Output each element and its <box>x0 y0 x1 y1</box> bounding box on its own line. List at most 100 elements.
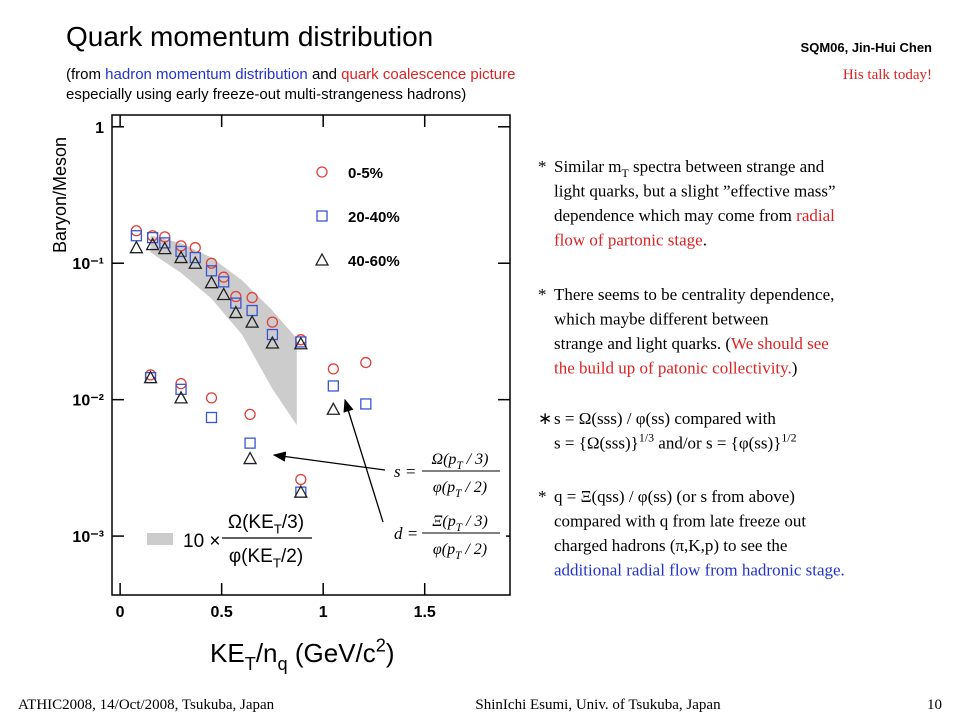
text-run: compared with q from late freeze out <box>554 512 806 531</box>
bullet-marker: * <box>538 157 547 176</box>
legend-label: 0-5% <box>348 165 383 182</box>
marker <box>266 316 279 328</box>
text-content: (from hadron momentum distribution and q… <box>66 66 845 580</box>
text-run: T <box>455 488 462 500</box>
text-run: q <box>278 654 288 674</box>
text-run: dependence which may come from <box>554 206 796 225</box>
text-run: /2) <box>281 546 303 567</box>
x-tick-label: 1.5 <box>414 604 436 621</box>
fraction-numerator: Ω(pT / 3) <box>432 451 489 472</box>
text-run: ) <box>792 359 798 378</box>
bullet-line: q = Ξ(qss) / φ(ss) (or s from above) <box>554 487 795 506</box>
text-run: /n <box>256 638 278 668</box>
arrow <box>272 451 386 471</box>
y-tick-label: 10⁻² <box>72 393 104 410</box>
marker <box>245 314 260 328</box>
subtitle: especially using early freeze-out multi-… <box>66 86 466 103</box>
band <box>150 235 297 426</box>
text-run: Ω(p <box>432 451 457 468</box>
marker <box>316 166 328 178</box>
text-run: T <box>245 654 256 674</box>
text-run: There seems to be centrality dependence, <box>554 285 834 304</box>
text-run: additional radial flow from hadronic sta… <box>554 561 845 580</box>
marker <box>188 255 203 269</box>
fraction-denominator: φ(pT / 2) <box>433 479 487 500</box>
text-run: KE <box>210 638 245 668</box>
y-tick-label: 10⁻¹ <box>72 256 104 273</box>
arrow <box>343 398 384 523</box>
marker <box>216 287 231 301</box>
legend-label: 40-60% <box>348 253 400 270</box>
marker <box>189 251 201 264</box>
text-run: which maybe different between <box>554 310 769 329</box>
legend-label: 20-40% <box>348 209 400 226</box>
chart: 10⁻³ 10⁻² 10⁻¹ 1 0 0.5 1 1.5 Baryon/Meson KET/nq … <box>50 114 511 674</box>
marker <box>326 401 341 415</box>
footer-left: ATHIC2008, 14/Oct/2008, Tsukuba, Japan <box>18 697 275 713</box>
text-run: Ω(KE <box>228 512 274 533</box>
text-run: strange and light quarks. ( <box>554 334 731 353</box>
text-run: T <box>622 166 630 180</box>
text-run: / 3) <box>462 513 488 530</box>
text-run: φ(KE <box>229 546 273 567</box>
note: His talk today! <box>843 67 932 83</box>
marker <box>145 237 160 251</box>
text-run: Ξ(p <box>432 513 456 530</box>
bullet-line: the build up of patonic collectivity.) <box>554 359 797 378</box>
text-run: s = {Ω(sss)} <box>554 434 639 453</box>
text-run: (GeV/c <box>288 638 376 668</box>
bullet-line: strange and light quarks. (We should see <box>554 334 829 353</box>
marker <box>327 363 339 375</box>
marker <box>146 231 159 244</box>
marker <box>293 484 308 498</box>
bullet-line: s = Ω(sss) / φ(ss) compared with <box>554 409 776 428</box>
marker <box>293 336 308 350</box>
fraction-denominator: φ(KET/2) <box>229 546 303 571</box>
marker <box>360 356 372 369</box>
footer-center: ShinIchi Esumi, Univ. of Tsukuba, Japan <box>475 697 721 713</box>
text-run: 2 <box>376 636 386 656</box>
text-run: s = Ω(sss) / φ(ss) compared with <box>554 409 776 428</box>
text-run: charged hadrons (π,K,p) to see the <box>554 536 787 555</box>
x-tick-label: 0 <box>116 604 125 621</box>
bullet-line: dependence which may come from radial <box>554 206 835 225</box>
text-run: and <box>308 66 341 83</box>
reference: SQM06, Jin-Hui Chen <box>801 40 933 55</box>
fraction-numerator: Ξ(pT / 3) <box>432 513 488 534</box>
text-run: . <box>703 231 707 250</box>
text-run: T <box>456 522 463 534</box>
x-tick-label: 1 <box>319 604 328 621</box>
text-run: T <box>455 550 462 562</box>
text-run: T <box>273 556 281 571</box>
marker <box>173 390 189 404</box>
marker <box>266 328 279 341</box>
text-run: T <box>456 460 463 472</box>
text-run: / 3) <box>463 451 489 468</box>
bullet-line: compared with q from late freeze out <box>554 512 806 531</box>
text-run: /3) <box>282 512 304 533</box>
text-run: spectra between strange and <box>629 157 825 176</box>
text-run: / 2) <box>461 479 487 496</box>
marker <box>244 437 256 449</box>
text-run: radial <box>796 206 835 225</box>
bullet-line: additional radial flow from hadronic sta… <box>554 561 845 580</box>
marker <box>175 383 187 395</box>
y-axis-label: Baryon/Meson <box>50 137 70 253</box>
plot-frame <box>111 114 511 596</box>
marker <box>244 408 256 421</box>
y-tick-label: 10⁻³ <box>72 529 104 546</box>
x-tick-label: 0.5 <box>211 604 233 621</box>
bullet-marker: ∗ <box>538 409 552 428</box>
formula-lhs: s = <box>394 462 416 481</box>
bullet-line: There seems to be centrality dependence, <box>554 285 834 304</box>
text-run: Similar m <box>554 157 622 176</box>
fraction-numerator: Ω(KET/3) <box>228 512 304 537</box>
marker <box>230 297 242 309</box>
formula-lhs: d = <box>394 524 418 543</box>
text-run: 1/2 <box>781 431 796 445</box>
text-run: 1/3 <box>639 431 654 445</box>
marker <box>205 392 218 404</box>
text-run: quark coalescence picture <box>341 66 515 83</box>
